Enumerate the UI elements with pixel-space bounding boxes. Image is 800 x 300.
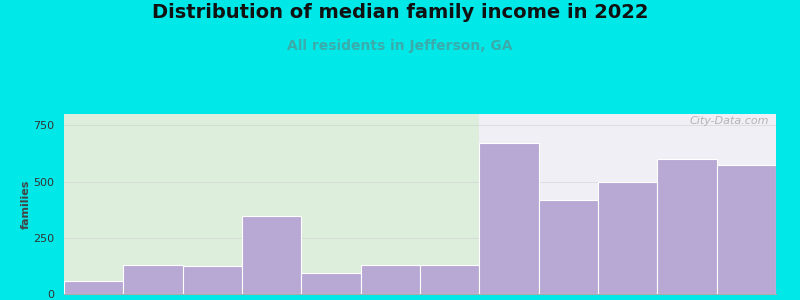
Text: City-Data.com: City-Data.com	[690, 116, 769, 126]
Bar	[242, 216, 302, 294]
Bar	[538, 200, 598, 294]
Bar	[479, 114, 776, 294]
Bar	[182, 266, 242, 294]
Bar	[658, 159, 717, 294]
Bar	[64, 280, 123, 294]
Text: Distribution of median family income in 2022: Distribution of median family income in …	[152, 3, 648, 22]
Text: All residents in Jefferson, GA: All residents in Jefferson, GA	[287, 39, 513, 53]
Bar	[361, 265, 420, 294]
Bar	[479, 143, 538, 294]
Bar	[717, 165, 776, 294]
Bar	[420, 265, 479, 294]
Bar	[64, 114, 479, 294]
Bar	[302, 273, 361, 294]
Bar	[123, 265, 182, 294]
Y-axis label: families: families	[20, 179, 30, 229]
Bar	[598, 182, 658, 294]
